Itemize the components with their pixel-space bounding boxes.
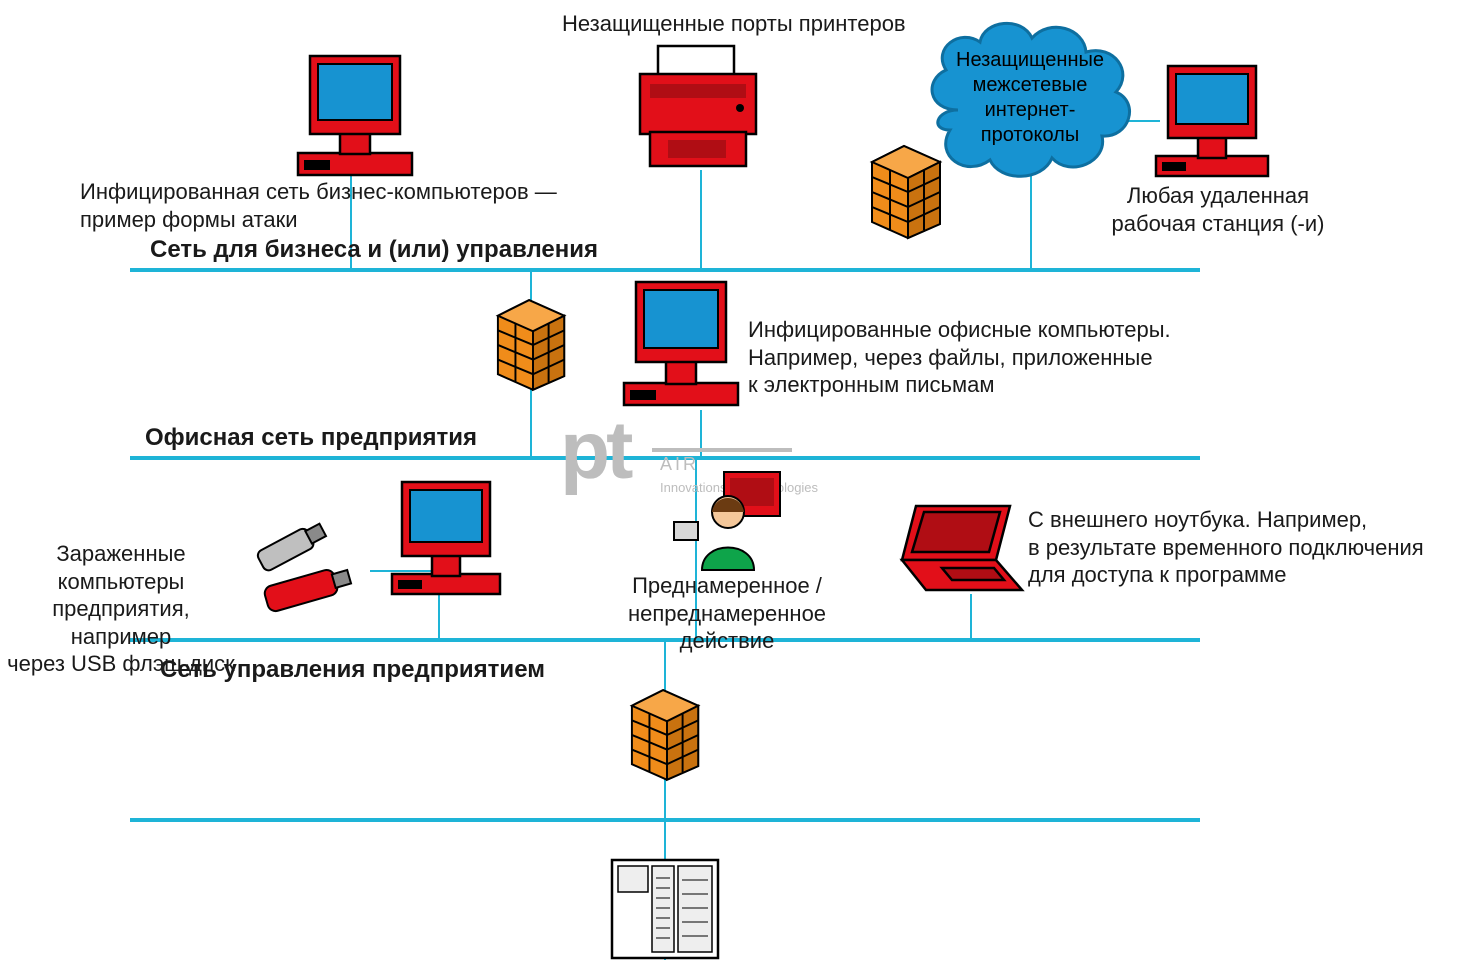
caption-laptop: С внешнего ноутбука. Например,в результа…	[1028, 506, 1424, 589]
usb-icon	[236, 520, 376, 610]
bus-line	[130, 268, 1200, 272]
caption-remote: Любая удаленнаярабочая станция (-и)	[1078, 182, 1358, 237]
firewall-icon	[868, 142, 948, 238]
firewall-icon	[494, 296, 572, 390]
caption-biz-infect: Инфицированная сеть бизнес-компьютеров —…	[80, 178, 557, 233]
watermark-line	[652, 448, 792, 452]
laptop-icon	[890, 498, 1028, 598]
printer-icon	[628, 40, 768, 172]
section-label-office: Офисная сеть предприятия	[145, 424, 477, 452]
caption-printer: Незащищенные порты принтеров	[562, 10, 906, 38]
computer-icon	[616, 276, 746, 410]
watermark-pt: pt	[560, 404, 629, 498]
firewall-icon	[628, 686, 706, 780]
person-icon	[668, 466, 788, 578]
computer-icon	[290, 50, 420, 180]
cloud-label: Незащищенныемежсетевыеинтернет-протоколы	[940, 48, 1120, 148]
computer-icon	[1150, 60, 1274, 180]
section-label-business: Сеть для бизнеса и (или) управления	[150, 236, 598, 264]
conn-line	[970, 594, 972, 638]
computer-icon	[386, 476, 506, 600]
diagram-stage: pt AIR Innovations & Technologies Сеть д…	[0, 0, 1459, 966]
conn-line	[700, 170, 702, 268]
caption-office-infect: Инфицированные офисные компьютеры. Напри…	[748, 316, 1171, 399]
caption-usb: Зараженные компьютеры предприятия, напри…	[4, 540, 238, 678]
caption-action: Преднамеренное /непреднамеренное действи…	[582, 572, 872, 655]
plc-icon	[608, 856, 722, 962]
